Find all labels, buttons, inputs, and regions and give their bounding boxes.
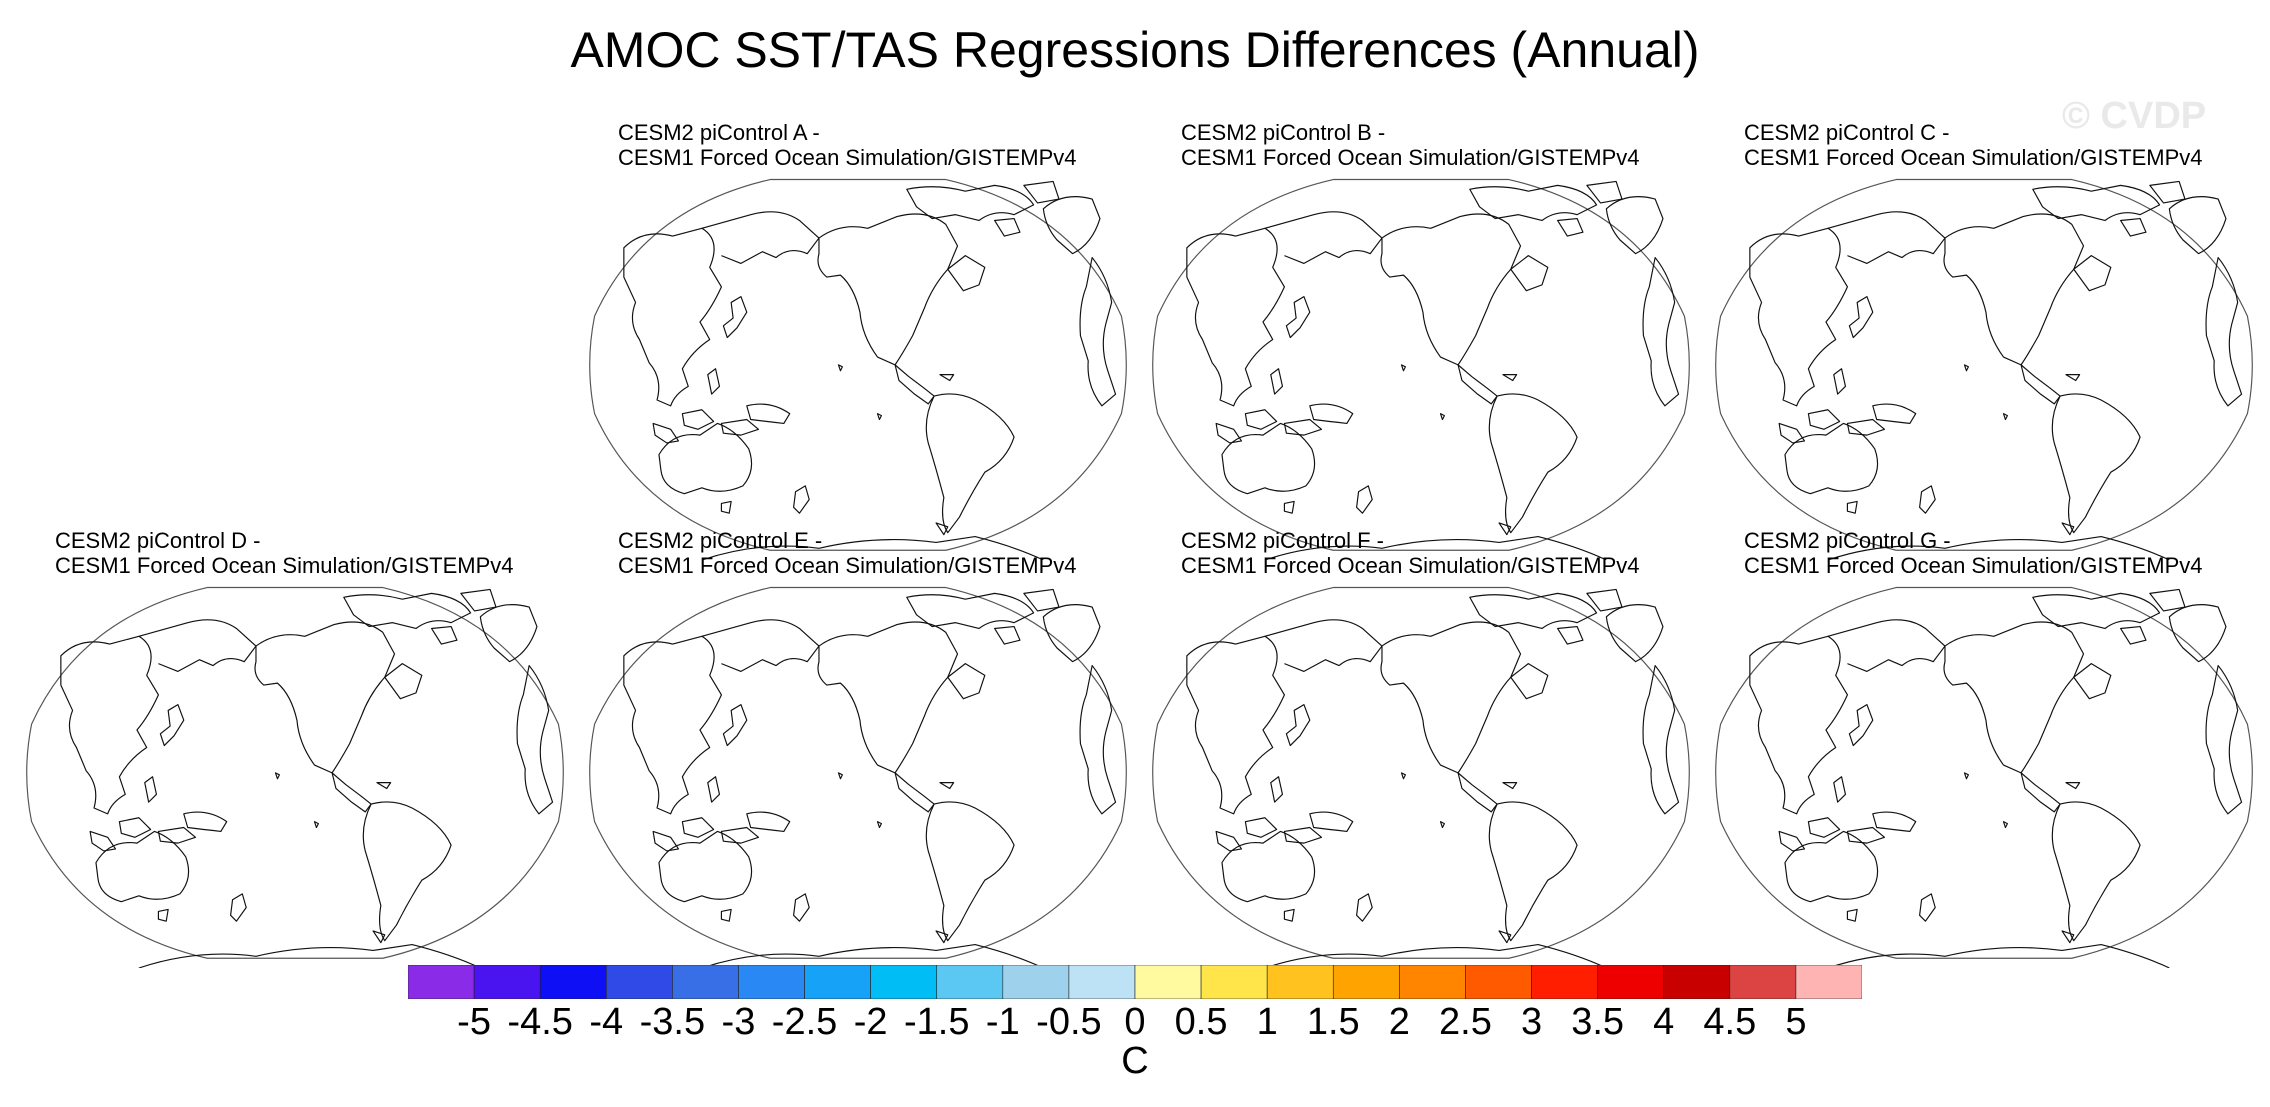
colorbar-tick-label: -3	[721, 1001, 756, 1043]
panel-caption-line1: CESM2 piControl B -	[1181, 120, 1386, 145]
colorbar-swatch	[672, 965, 739, 999]
map-panel-d: CESM2 piControl D - CESM1 Forced Ocean Si…	[15, 528, 575, 968]
panel-caption-line2: CESM1 Forced Ocean Simulation/GISTEMPv4	[1744, 553, 2203, 578]
colorbar	[408, 965, 1862, 999]
colorbar-tick-label: 5	[1785, 1001, 1807, 1043]
colorbar-tick-label: 1	[1256, 1001, 1278, 1043]
colorbar-swatch	[605, 965, 673, 999]
colorbar-tick-label: 0.5	[1174, 1001, 1228, 1043]
map-panel-e: CESM2 piControl E - CESM1 Forced Ocean Si…	[578, 528, 1138, 968]
colorbar-swatch	[1531, 965, 1598, 999]
colorbar-tick-label: -1	[985, 1001, 1020, 1043]
map-panel-f: CESM2 piControl F - CESM1 Forced Ocean Si…	[1141, 528, 1701, 968]
colorbar-swatch	[1002, 965, 1070, 999]
colorbar-swatch	[1729, 965, 1797, 999]
panel-caption-line1: CESM2 piControl D -	[55, 528, 261, 553]
colorbar-swatch	[408, 965, 475, 999]
map-panel-g: CESM2 piControl G - CESM1 Forced Ocean Si…	[1704, 528, 2264, 968]
colorbar-labels: -5 -4.5 -4 -3.5 -3 -2.5 -2 -1.5 -1 -0.5 0 0.5 1 1.5 2 2…	[408, 1002, 1862, 1042]
panel-caption-line2: CESM1 Forced Ocean Simulation/GISTEMPv4	[1181, 553, 1640, 578]
world-map	[1152, 178, 1690, 560]
panel-caption: CESM2 piControl F - CESM1 Forced Ocean Si…	[1181, 528, 1640, 578]
colorbar-swatch	[1200, 965, 1268, 999]
panel-caption: CESM2 piControl D - CESM1 Forced Ocean Si…	[55, 528, 514, 578]
panel-caption: CESM2 piControl E - CESM1 Forced Ocean Si…	[618, 528, 1077, 578]
colorbar-tick-label: -1.5	[903, 1001, 970, 1043]
panel-caption-line2: CESM1 Forced Ocean Simulation/GISTEMPv4	[618, 145, 1077, 170]
panel-caption: CESM2 piControl G - CESM1 Forced Ocean Si…	[1744, 528, 2203, 578]
map-panel-c: CESM2 piControl C - CESM1 Forced Ocean Si…	[1704, 120, 2264, 560]
colorbar-tick-label: -4.5	[507, 1001, 573, 1043]
panel-caption-line1: CESM2 piControl G -	[1744, 528, 1951, 553]
panel-caption-line2: CESM1 Forced Ocean Simulation/GISTEMPv4	[1744, 145, 2203, 170]
colorbar-tick-label: -5	[457, 1001, 491, 1043]
panel-caption: CESM2 piControl B - CESM1 Forced Ocean Si…	[1181, 120, 1640, 170]
colorbar-swatch	[1266, 965, 1334, 999]
colorbar-swatch	[539, 965, 607, 999]
world-map	[589, 178, 1127, 560]
colorbar-swatch	[804, 965, 871, 999]
panel-caption-line1: CESM2 piControl C -	[1744, 120, 1950, 145]
colorbar-swatch	[1332, 965, 1400, 999]
colorbar-swatch	[1399, 965, 1466, 999]
colorbar-swatch	[936, 965, 1004, 999]
colorbar-swatch	[1068, 965, 1136, 999]
colorbar-tick-label: -3.5	[639, 1001, 706, 1043]
panel-caption-line2: CESM1 Forced Ocean Simulation/GISTEMPv4	[55, 553, 514, 578]
map-panel-b: CESM2 piControl B - CESM1 Forced Ocean Si…	[1141, 120, 1701, 560]
colorbar-tick-label: 2	[1388, 1001, 1410, 1043]
colorbar-swatch	[1134, 965, 1202, 999]
colorbar-tick-label: -2	[853, 1001, 888, 1043]
colorbar-swatch	[1663, 965, 1731, 999]
panel-caption: CESM2 piControl C - CESM1 Forced Ocean Si…	[1744, 120, 2203, 170]
colorbar-swatch	[473, 965, 541, 999]
panel-caption-line2: CESM1 Forced Ocean Simulation/GISTEMPv4	[1181, 145, 1640, 170]
world-map	[1152, 586, 1690, 968]
colorbar-swatch	[1597, 965, 1665, 999]
colorbar-swatch	[1465, 965, 1532, 999]
colorbar-tick-label: 3.5	[1571, 1001, 1625, 1043]
colorbar-swatch	[1795, 965, 1862, 999]
figure-title: AMOC SST/TAS Regressions Differences (An…	[570, 22, 1700, 78]
colorbar-tick-label: 4.5	[1703, 1001, 1757, 1043]
watermark: © CVDP	[2062, 95, 2207, 137]
colorbar-swatch	[870, 965, 938, 999]
colorbar-units: C	[1121, 1040, 1149, 1082]
panel-caption-line1: CESM2 piControl E -	[618, 528, 823, 553]
colorbar-tick-label: -4	[589, 1001, 624, 1043]
world-map	[1715, 586, 2253, 968]
colorbar-tick-label: -0.5	[1036, 1001, 1102, 1043]
colorbar-tick-label: 1.5	[1306, 1001, 1360, 1043]
world-map	[589, 586, 1127, 968]
panel-caption-line2: CESM1 Forced Ocean Simulation/GISTEMPv4	[618, 553, 1077, 578]
world-map	[1715, 178, 2253, 560]
colorbar-svg	[408, 965, 1862, 999]
colorbar-tick-label: 4	[1653, 1001, 1675, 1043]
panel-caption: CESM2 piControl A - CESM1 Forced Ocean Si…	[618, 120, 1077, 170]
map-panel-a: CESM2 piControl A - CESM1 Forced Ocean Si…	[578, 120, 1138, 560]
colorbar-swatch	[738, 965, 805, 999]
colorbar-tick-label: -2.5	[771, 1001, 838, 1043]
world-map	[26, 586, 564, 968]
colorbar-tick-label: 2.5	[1439, 1001, 1492, 1043]
panel-caption-line1: CESM2 piControl F -	[1181, 528, 1384, 553]
panel-caption-line1: CESM2 piControl A -	[618, 120, 820, 145]
colorbar-tick-label: 0	[1124, 1001, 1146, 1043]
colorbar-tick-label: 3	[1520, 1001, 1543, 1043]
